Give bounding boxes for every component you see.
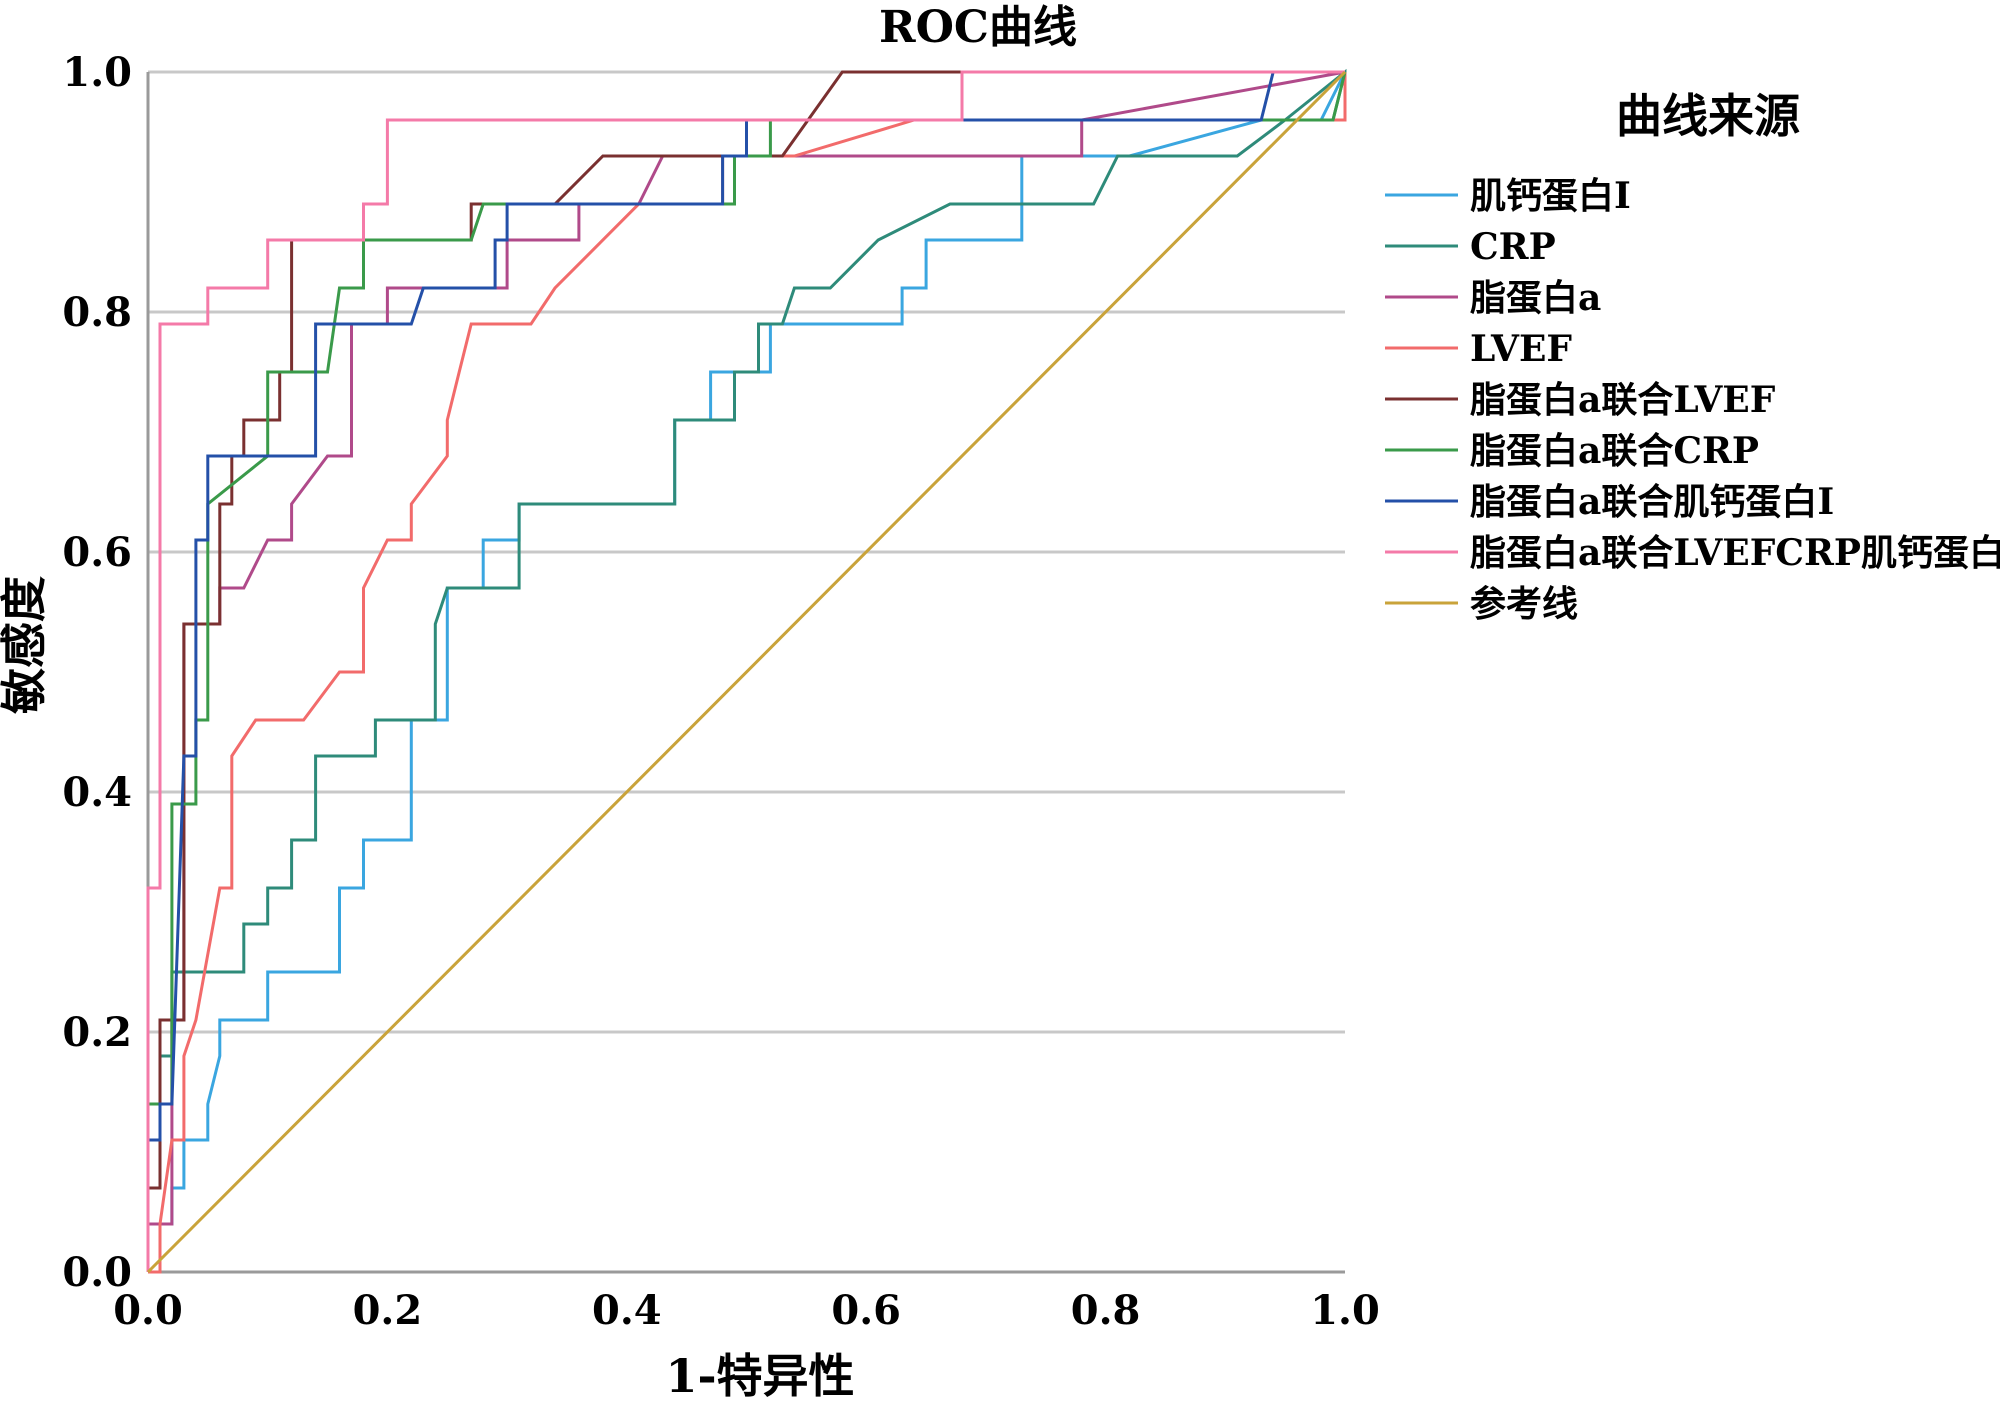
- x-tick-label: 0.0: [113, 1287, 183, 1334]
- y-tick-label: 1.0: [62, 49, 132, 96]
- legend: 肌钙蛋白I CRP 脂蛋白a LVEF 脂蛋白a联合LVEF 脂蛋白a联合CRP 脂蛋白a联…: [1385, 175, 2000, 625]
- series-line-8: [146, 70, 1345, 1272]
- legend-item-label: CRP: [1470, 226, 1556, 268]
- x-tick-label: 0.4: [592, 1287, 662, 1334]
- series-line-9: [146, 70, 1347, 1274]
- y-tick-label: 0.2: [62, 1009, 132, 1056]
- legend-item-label: LVEF: [1470, 328, 1572, 370]
- y-tick-label: 0.0: [62, 1249, 132, 1296]
- legend-title: 曲线来源: [1616, 89, 1800, 143]
- y-tick-label: 0.4: [62, 769, 132, 816]
- x-tick-label: 0.2: [353, 1287, 423, 1334]
- series-line-5: [146, 70, 1345, 1272]
- legend-item-label: 肌钙蛋白I: [1470, 175, 1631, 217]
- y-tick-label: 0.8: [62, 289, 132, 336]
- series-line-2: [146, 68, 1347, 1272]
- legend-item-label: 脂蛋白a联合LVEFCRP肌钙蛋白I: [1470, 532, 2000, 574]
- grid-lines: [148, 70, 1345, 1034]
- x-tick-label: 1.0: [1310, 1287, 1380, 1334]
- y-axis-label: 敏感度: [0, 576, 51, 714]
- legend-item-label: 参考线: [1470, 583, 1578, 625]
- x-axis-label: 1-特异性: [665, 1349, 854, 1402]
- tick-labels: 0.0 0.2 0.4 0.6 0.8 1.0 0.0 0.2 0.4 0.6 0.8 1.0: [62, 49, 1379, 1334]
- y-tick-label: 0.6: [62, 529, 132, 576]
- series-line-7: [146, 70, 1345, 1272]
- legend-item-label: 脂蛋白a联合LVEF: [1470, 379, 1776, 421]
- legend-item-label: 脂蛋白a联合CRP: [1470, 430, 1759, 472]
- series-line-6: [146, 71, 1347, 1272]
- legend-item-label: 脂蛋白a联合肌钙蛋白I: [1470, 481, 1834, 523]
- series-lines: [146, 68, 1347, 1274]
- legend-item-label: 脂蛋白a: [1470, 277, 1601, 319]
- x-tick-label: 0.8: [1071, 1287, 1141, 1334]
- x-tick-label: 0.6: [831, 1287, 901, 1334]
- chart-title: ROC曲线: [879, 2, 1077, 53]
